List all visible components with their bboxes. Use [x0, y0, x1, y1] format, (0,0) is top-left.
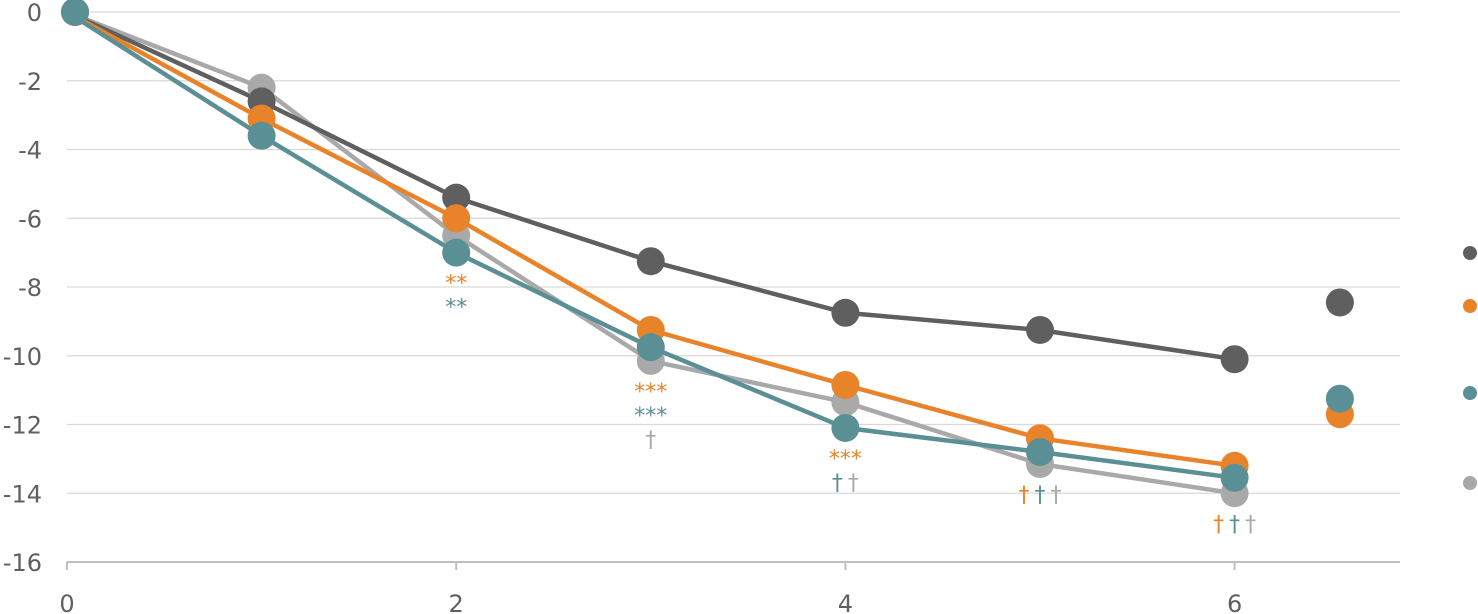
significance-mark: † — [1050, 483, 1061, 508]
y-tick-label: -6 — [18, 205, 42, 233]
data-point — [442, 183, 471, 212]
summary-point-0 — [1325, 288, 1354, 317]
x-tick-label: 0 — [59, 590, 74, 614]
significance-mark: † — [1034, 483, 1045, 508]
y-tick-label: -2 — [18, 68, 42, 96]
x-tick-label: 6 — [1227, 590, 1242, 614]
y-tick-label: -14 — [3, 480, 42, 508]
data-point — [831, 370, 860, 399]
x-tick-label: 2 — [449, 590, 464, 614]
y-tick-label: -10 — [3, 343, 42, 371]
y-tick-label: -12 — [3, 412, 42, 440]
data-point — [442, 204, 471, 233]
legend-swatch-0 — [1463, 246, 1477, 260]
significance-mark: *** — [829, 447, 862, 472]
significance-mark: *** — [634, 380, 667, 405]
significance-marks: **********†***† † † † †† † † — [445, 272, 1256, 538]
significance-mark: † — [1229, 512, 1240, 537]
significance-mark: † — [1245, 512, 1256, 537]
significance-mark: † — [832, 471, 843, 496]
significance-mark: † — [1018, 483, 1029, 508]
significance-mark: ** — [445, 272, 467, 297]
y-tick-label: 0 — [27, 0, 42, 27]
data-point — [247, 121, 276, 150]
legend-swatch-3 — [1463, 476, 1477, 490]
series-points — [61, 0, 1354, 508]
data-point — [1220, 463, 1249, 492]
y-tick-label: -8 — [18, 274, 42, 302]
legend — [1463, 246, 1477, 490]
data-point — [61, 0, 89, 26]
significance-mark: † — [848, 471, 859, 496]
y-tick-label: -16 — [3, 549, 42, 577]
data-point — [831, 413, 860, 442]
data-point — [831, 298, 860, 327]
axes: 0 -2 -4 -6 -8 -10 -12 -14 -16 0 2 4 6 — [3, 0, 1400, 614]
significance-mark: *** — [634, 404, 667, 429]
significance-mark: † — [645, 428, 656, 453]
legend-swatch-2 — [1463, 386, 1477, 400]
series-line-0 — [66, 9, 1235, 362]
significance-mark: ** — [445, 296, 467, 321]
data-point — [636, 247, 665, 276]
y-tick-label: -4 — [18, 137, 42, 165]
legend-swatch-1 — [1463, 299, 1477, 313]
data-point — [1025, 315, 1054, 344]
grid — [67, 11, 1400, 494]
summary-point-2 — [1325, 384, 1354, 413]
data-point — [636, 333, 665, 362]
data-point — [442, 238, 471, 267]
data-point — [1025, 438, 1054, 466]
data-point — [1220, 345, 1249, 374]
x-tick-label: 4 — [838, 590, 853, 614]
significance-mark: † — [1213, 512, 1224, 537]
